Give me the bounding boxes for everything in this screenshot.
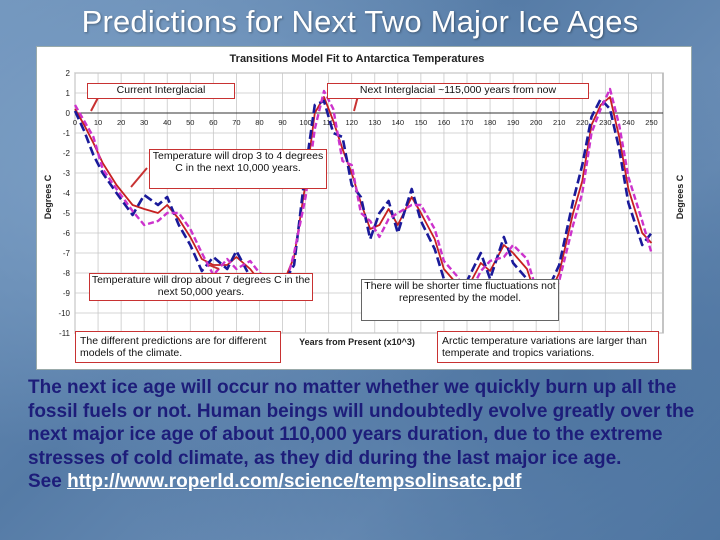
x-tick-label: 200 bbox=[530, 118, 543, 127]
x-tick-label: 190 bbox=[507, 118, 520, 127]
x-tick-label: 10 bbox=[94, 118, 102, 127]
y-tick-label: -7 bbox=[63, 249, 71, 258]
slide-title: Predictions for Next Two Major Ice Ages bbox=[81, 4, 639, 39]
x-tick-label: 0 bbox=[73, 118, 77, 127]
y-tick-label: -1 bbox=[63, 129, 71, 138]
see-prefix: See bbox=[28, 471, 62, 492]
callout-next-interglacial: Next Interglacial ~115,000 years from no… bbox=[327, 83, 589, 99]
x-tick-label: 50 bbox=[186, 118, 194, 127]
series-line bbox=[73, 87, 653, 303]
x-tick-label: 20 bbox=[117, 118, 125, 127]
y-tick-label: 0 bbox=[66, 109, 71, 118]
x-tick-label: 180 bbox=[484, 118, 497, 127]
x-tick-label: 230 bbox=[599, 118, 612, 127]
callout-different-models: The different predictions are for differ… bbox=[75, 331, 281, 363]
y-axis-label-left: Degrees C bbox=[43, 174, 53, 219]
y-tick-label: 1 bbox=[66, 89, 71, 98]
y-tick-label: -11 bbox=[59, 329, 71, 338]
y-tick-label: -6 bbox=[63, 229, 71, 238]
callout-drop-3-4: Temperature will drop 3 to 4 degrees C i… bbox=[149, 149, 327, 189]
y-tick-label: -2 bbox=[63, 149, 71, 158]
y-tick-label: 2 bbox=[66, 69, 71, 78]
x-tick-label: 250 bbox=[645, 118, 658, 127]
x-tick-label: 160 bbox=[438, 118, 451, 127]
x-tick-label: 40 bbox=[163, 118, 171, 127]
series-line bbox=[73, 97, 653, 307]
callout-drop-7: Temperature will drop about 7 degrees C … bbox=[89, 273, 313, 301]
x-tick-label: 100 bbox=[299, 118, 312, 127]
y-tick-label: -3 bbox=[63, 169, 71, 178]
x-tick-label: 30 bbox=[140, 118, 148, 127]
x-tick-label: 140 bbox=[392, 118, 405, 127]
y-tick-label: -10 bbox=[58, 309, 70, 318]
reference-link[interactable]: http://www.roperld.com/science/tempsolin… bbox=[67, 471, 522, 492]
x-tick-label: 210 bbox=[553, 118, 566, 127]
x-tick-label: 60 bbox=[209, 118, 217, 127]
x-axis-label: Years from Present (x10^3) bbox=[299, 337, 415, 347]
y-tick-label: -5 bbox=[63, 209, 71, 218]
body-paragraph-text: The next ice age will occur no matter wh… bbox=[28, 377, 695, 469]
x-tick-label: 130 bbox=[369, 118, 382, 127]
x-tick-label: 120 bbox=[345, 118, 358, 127]
y-tick-label: -9 bbox=[63, 289, 71, 298]
callout-shorter-fluctuations: There will be shorter time fluctuations … bbox=[361, 279, 559, 321]
callout-arctic: Arctic temperature variations are larger… bbox=[437, 331, 659, 363]
chart-title: Transitions Model Fit to Antarctica Temp… bbox=[230, 53, 485, 65]
x-tick-label: 240 bbox=[622, 118, 635, 127]
x-tick-label: 220 bbox=[576, 118, 589, 127]
x-tick-label: 80 bbox=[255, 118, 263, 127]
y-tick-label: -8 bbox=[63, 269, 71, 278]
x-tick-label: 70 bbox=[232, 118, 240, 127]
y-axis-label-right: Degrees C bbox=[675, 174, 685, 219]
callout-current-interglacial: Current Interglacial bbox=[87, 83, 235, 99]
chart-panel: Transitions Model Fit to Antarctica Temp… bbox=[36, 46, 692, 370]
body-paragraph: The next ice age will occur no matter wh… bbox=[28, 376, 708, 494]
x-tick-label: 150 bbox=[415, 118, 428, 127]
x-tick-label: 110 bbox=[323, 118, 335, 127]
y-tick-label: -4 bbox=[63, 189, 71, 198]
x-tick-label: 170 bbox=[461, 118, 474, 127]
x-tick-label: 90 bbox=[278, 118, 286, 127]
